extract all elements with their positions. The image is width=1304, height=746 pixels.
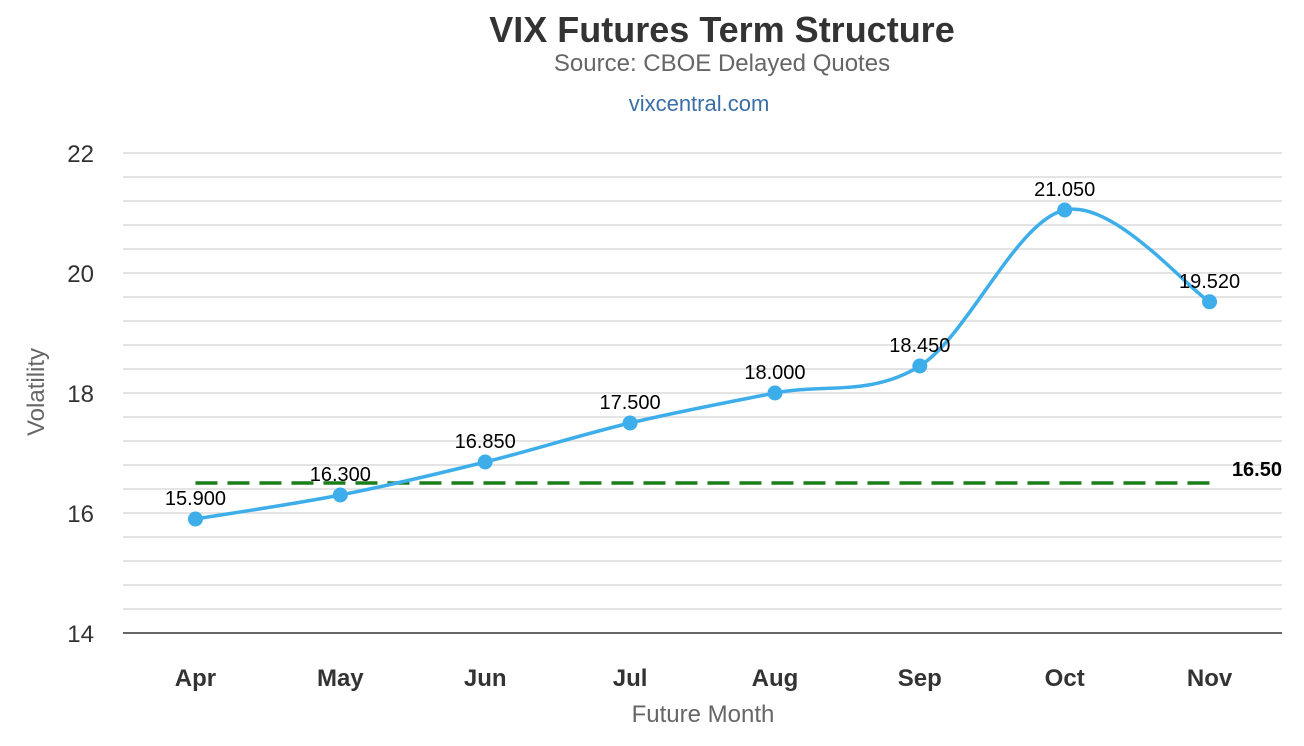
x-tick-label: Jun xyxy=(464,665,507,692)
x-tick-label: Apr xyxy=(175,665,216,692)
data-label: 16.850 xyxy=(455,431,516,453)
data-labels: 15.900 16.300 16.850 17.500 18.000 18.450 21.0… xyxy=(165,179,1240,510)
series-group xyxy=(187,202,1218,527)
reference-line-label: 16.50 xyxy=(1232,459,1282,481)
data-point[interactable] xyxy=(332,487,348,503)
chart-title: VIX Futures Term Structure xyxy=(489,9,954,50)
series-line xyxy=(193,207,1212,521)
y-tick-label: 14 xyxy=(67,621,94,648)
data-point[interactable] xyxy=(187,511,203,527)
y-tick-label: 18 xyxy=(67,381,94,408)
grid-lines xyxy=(123,152,1282,634)
data-label: 19.520 xyxy=(1179,271,1240,293)
data-label: 15.900 xyxy=(165,488,226,510)
data-label: 16.300 xyxy=(310,464,371,486)
data-point[interactable] xyxy=(1202,294,1218,310)
data-point[interactable] xyxy=(767,385,783,401)
data-label: 18.000 xyxy=(744,362,805,384)
x-tick-label: Sep xyxy=(898,665,942,692)
x-tick-label: May xyxy=(317,665,364,692)
data-label: 21.050 xyxy=(1034,179,1095,201)
y-axis-label: Volatility xyxy=(23,348,50,436)
x-tick-label: Jul xyxy=(613,665,648,692)
data-label: 18.450 xyxy=(889,335,950,357)
x-tick-label: Nov xyxy=(1187,665,1233,692)
y-tick-label: 20 xyxy=(67,261,94,288)
chart-credit: vixcentral.com xyxy=(629,91,770,116)
y-tick-label: 22 xyxy=(67,141,94,168)
y-tick-label: 16 xyxy=(67,501,94,528)
data-point[interactable] xyxy=(912,358,928,374)
x-axis-ticks: Apr May Jun Jul Aug Sep Oct Nov xyxy=(175,665,1233,692)
data-point[interactable] xyxy=(622,415,638,431)
reference-line-group: 16.50 xyxy=(195,459,1282,485)
data-point[interactable] xyxy=(1057,202,1073,218)
x-tick-label: Oct xyxy=(1045,665,1085,692)
x-tick-label: Aug xyxy=(752,665,799,692)
x-axis-label: Future Month xyxy=(632,701,775,728)
data-point[interactable] xyxy=(477,454,493,470)
chart-subtitle: Source: CBOE Delayed Quotes xyxy=(554,50,890,77)
y-axis-ticks: 14 16 18 20 22 xyxy=(67,141,94,648)
data-label: 17.500 xyxy=(599,392,660,414)
